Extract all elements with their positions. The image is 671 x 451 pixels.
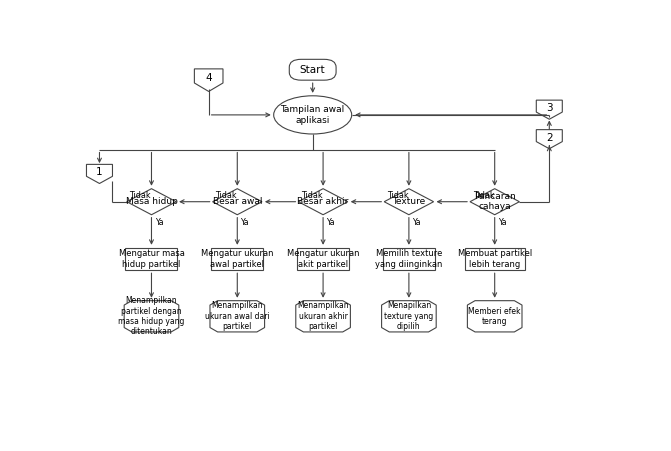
Text: Ya: Ya [326,218,335,227]
FancyBboxPatch shape [465,248,525,270]
Polygon shape [299,189,348,215]
Polygon shape [127,189,176,215]
Text: Menampilkan
ukuran awal dari
partikel: Menampilkan ukuran awal dari partikel [205,301,270,331]
Text: Ya: Ya [240,218,249,227]
Polygon shape [213,189,262,215]
Polygon shape [536,129,562,149]
FancyBboxPatch shape [297,248,349,270]
Polygon shape [468,301,522,332]
Text: Texture: Texture [393,197,425,206]
Ellipse shape [274,96,352,134]
Polygon shape [536,100,562,119]
Text: Tampilan awal
aplikasi: Tampilan awal aplikasi [280,105,345,124]
Text: Tidak: Tidak [386,191,409,200]
Text: Menampilkan
partikel dengan
masa hidup yang
ditentukan: Menampilkan partikel dengan masa hidup y… [118,296,185,336]
Text: Ya: Ya [498,218,507,227]
Polygon shape [210,301,264,332]
Text: Menampilkan
ukuran akhir
partikel: Menampilkan ukuran akhir partikel [297,301,349,331]
Text: Memberi efek
terang: Memberi efek terang [468,307,521,326]
Polygon shape [384,189,433,215]
Text: Menapilkan
texture yang
dipilih: Menapilkan texture yang dipilih [384,301,433,331]
Text: Tidak: Tidak [301,191,323,200]
Polygon shape [296,301,350,332]
Polygon shape [124,301,178,332]
Text: 2: 2 [546,133,553,143]
Polygon shape [87,164,113,184]
FancyBboxPatch shape [383,248,435,270]
Text: 3: 3 [546,103,553,113]
Text: Memilih texture
yang diinginkan: Memilih texture yang diinginkan [375,249,443,269]
Polygon shape [382,301,436,332]
Text: Ya: Ya [154,218,163,227]
Text: Membuat partikel
lebih terang: Membuat partikel lebih terang [458,249,532,269]
FancyBboxPatch shape [125,248,177,270]
Text: Ya: Ya [412,218,421,227]
Text: Tidak: Tidak [130,191,151,200]
Text: Masa hidup: Masa hidup [125,197,177,206]
Text: Tidak: Tidak [472,191,495,200]
Text: Start: Start [300,65,325,75]
Text: Pancaran
cahaya: Pancaran cahaya [474,192,515,212]
Polygon shape [470,189,519,215]
FancyBboxPatch shape [289,60,336,80]
Text: 1: 1 [96,167,103,178]
Text: Mengatur ukuran
akit partikel: Mengatur ukuran akit partikel [287,249,360,269]
Text: Mengatur ukuran
awal partikel: Mengatur ukuran awal partikel [201,249,274,269]
Text: 4: 4 [205,74,212,83]
Text: Mengatur masa
hidup partikel: Mengatur masa hidup partikel [119,249,185,269]
Text: Besar awal: Besar awal [213,197,262,206]
Text: Besar akhir: Besar akhir [297,197,349,206]
Polygon shape [195,69,223,92]
FancyBboxPatch shape [211,248,263,270]
Text: Tidak: Tidak [215,191,237,200]
